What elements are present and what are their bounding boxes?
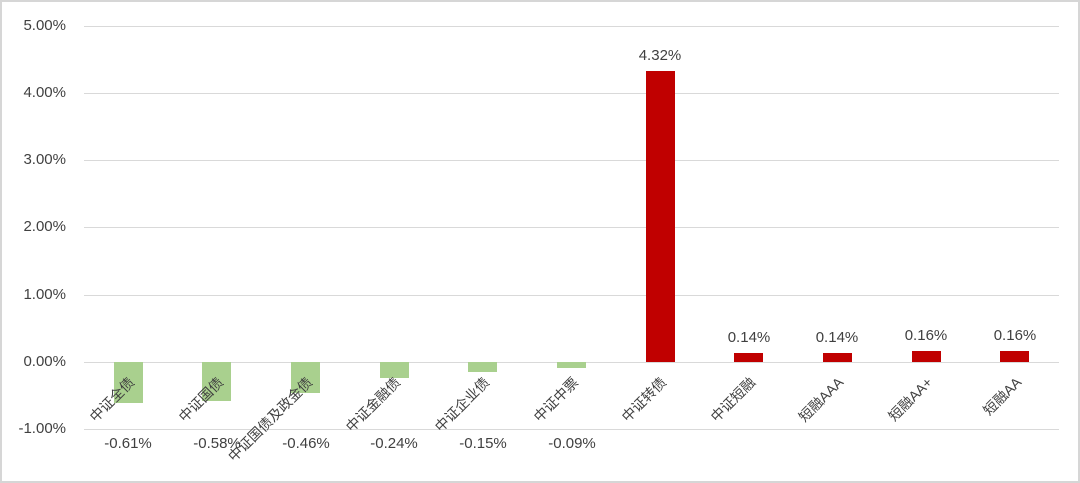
bar (291, 362, 320, 393)
bar (557, 362, 586, 368)
y-axis-tick-label: 3.00% (23, 151, 66, 168)
y-axis-tick-label: 2.00% (23, 218, 66, 235)
value-label: -0.58% (193, 435, 241, 452)
gridline (84, 295, 1059, 296)
value-label: -0.15% (459, 435, 507, 452)
value-label: -0.46% (282, 435, 330, 452)
category-label: 中证企业债 (431, 374, 493, 435)
value-label: -0.24% (370, 435, 418, 452)
gridline (84, 429, 1059, 430)
bar (734, 353, 763, 362)
gridline (84, 26, 1059, 27)
bar (114, 362, 143, 403)
category-label: 中证短融 (707, 374, 759, 425)
bar (380, 362, 409, 378)
y-axis-tick-label: 5.00% (23, 17, 66, 34)
value-label: -0.61% (104, 435, 152, 452)
value-label: 0.16% (904, 327, 948, 344)
gridline (84, 227, 1059, 228)
category-label: 中证转债 (618, 374, 670, 425)
category-label: 中证金融债 (342, 374, 404, 435)
y-axis-tick-label: 1.00% (23, 286, 66, 303)
value-label: -0.09% (548, 435, 596, 452)
bar (646, 71, 675, 362)
y-axis-tick-label: 0.00% (23, 353, 66, 370)
bar (202, 362, 231, 401)
category-label: 短融AAA (795, 374, 847, 425)
value-label: 4.32% (638, 47, 682, 64)
bar (912, 351, 941, 362)
bar (1000, 351, 1029, 362)
bar (823, 353, 852, 362)
gridline (84, 160, 1059, 161)
gridline (84, 93, 1059, 94)
category-label: 短融AA+ (885, 374, 936, 425)
category-label: 短融AA (979, 374, 1025, 419)
y-axis-tick-label: 4.00% (23, 84, 66, 101)
value-label: 0.16% (993, 327, 1037, 344)
bar (468, 362, 497, 372)
value-label: 0.14% (815, 329, 859, 346)
y-axis-tick-label: -1.00% (18, 420, 66, 437)
value-label: 0.14% (727, 329, 771, 346)
category-label: 中证中票 (530, 374, 582, 425)
